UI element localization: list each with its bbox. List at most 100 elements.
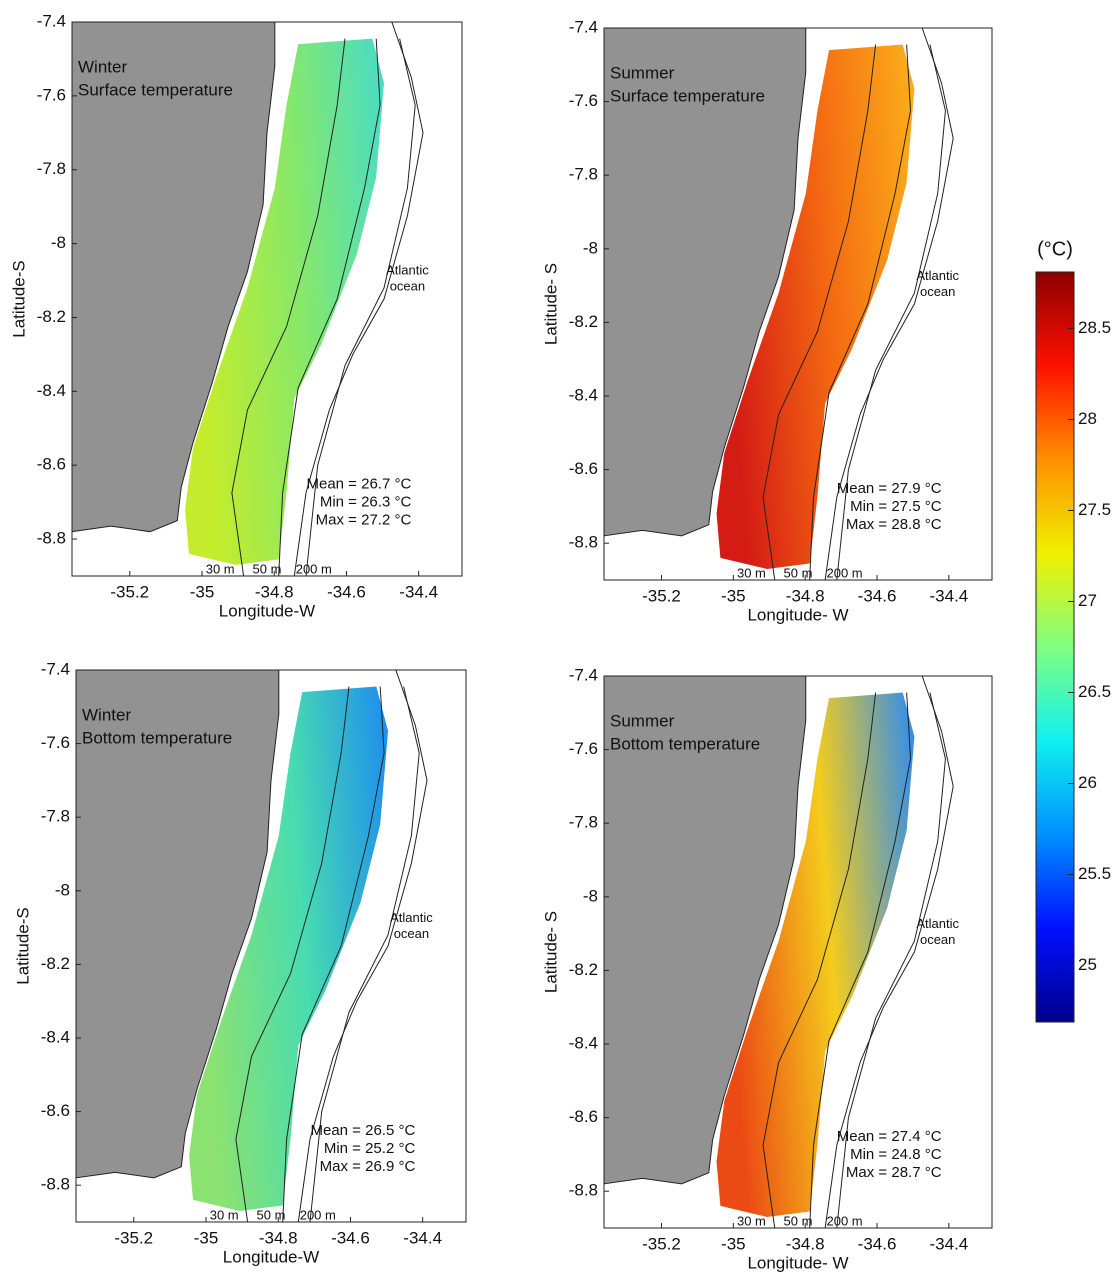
y-tick-label: -8.4: [37, 381, 66, 400]
panel-title: Summer: [610, 711, 675, 730]
map-panel: -35.2 -35 -34.8 -34.6 -34.4 -7.4 -7.6 -7.8 -8 -8.…: [9, 11, 463, 620]
isobath: [278, 38, 381, 577]
ocean-label: ocean: [390, 279, 425, 294]
shelf-edge: [805, 27, 954, 581]
x-tick-label: -35: [721, 586, 746, 605]
ocean-label: ocean: [920, 284, 955, 299]
temperature-field: [716, 692, 915, 1217]
shelf-edge: [274, 21, 424, 577]
y-tick-label: -7.4: [569, 17, 598, 36]
y-tick-label: -8.4: [41, 1027, 70, 1046]
panel-title: Bottom temperature: [610, 734, 760, 753]
y-tick-label: -7.4: [37, 11, 66, 30]
axes-frame: [603, 27, 993, 581]
isobath: [836, 44, 946, 581]
y-axis-label: Latitude- S: [541, 911, 560, 993]
map-panel: -35.2 -35 -34.8 -34.6 -34.4 -7.4 -7.6 -7.8 -8 -8.…: [541, 665, 993, 1272]
colorbar-tick-label: 28.5: [1078, 318, 1111, 337]
y-tick-label: -8.6: [37, 455, 66, 474]
x-tick-label: -34.6: [327, 582, 366, 601]
x-tick-label: -34.4: [399, 582, 438, 601]
y-axis-label: Latitude-S: [13, 907, 32, 985]
y-tick-label: -8.8: [569, 533, 598, 552]
y-tick-label: -8.6: [41, 1101, 70, 1120]
isobath-label: 50 m: [253, 561, 282, 576]
y-tick-label: -8.8: [37, 529, 66, 548]
x-tick-label: -35.2: [110, 582, 149, 601]
panel-title: Surface temperature: [610, 86, 765, 105]
y-tick-label: -7.8: [569, 165, 598, 184]
x-axis-label: Longitude-W: [223, 1247, 319, 1266]
stat-label: Min = 26.3 °C: [320, 494, 412, 511]
stat-label: Mean = 26.7 °C: [306, 476, 411, 493]
x-axis-label: Longitude-W: [219, 601, 315, 620]
x-tick-label: -34.6: [331, 1228, 370, 1247]
map-panel: -35.2 -35 -34.8 -34.6 -34.4 -7.4 -7.6 -7.8 -8 -8.…: [13, 659, 467, 1266]
ocean-label: ocean: [394, 926, 429, 941]
isobath: [309, 686, 420, 1223]
y-tick-label: -8.6: [569, 459, 598, 478]
temperature-field: [185, 38, 384, 565]
y-tick-label: -8.2: [37, 307, 66, 326]
y-tick-label: -8: [583, 886, 598, 905]
y-axis-label: Latitude-S: [9, 260, 28, 338]
isobath-label: 30 m: [206, 561, 235, 576]
panel-title: Surface temperature: [78, 80, 233, 99]
isobath-label: 200 m: [296, 561, 332, 576]
axes-frame: [603, 675, 993, 1229]
colorbar-tick-label: 25: [1078, 955, 1097, 974]
isobath-label: 30 m: [210, 1207, 239, 1222]
y-tick-label: -8: [583, 238, 598, 257]
y-tick-label: -8.8: [569, 1181, 598, 1200]
panel-title: Winter: [78, 57, 127, 76]
isobath: [762, 692, 877, 1229]
x-tick-label: -35: [721, 1234, 746, 1253]
isobath: [231, 38, 346, 577]
panel-title: Winter: [82, 705, 131, 724]
colorbar-tick-label: 25.5: [1078, 864, 1111, 883]
isobath-label: 50 m: [784, 1213, 813, 1228]
land: [75, 669, 280, 1179]
isobath: [762, 44, 877, 581]
x-tick-label: -35.2: [642, 586, 681, 605]
panel-title: Summer: [610, 63, 675, 82]
map-panel: -35.2 -35 -34.8 -34.6 -34.4 -7.4 -7.6 -7.8 -8 -8.…: [541, 17, 993, 624]
isobath: [235, 686, 350, 1223]
x-tick-label: -34.6: [858, 586, 897, 605]
y-tick-label: -8: [55, 880, 70, 899]
x-tick-label: -35: [194, 1228, 219, 1247]
y-axis-label: Latitude- S: [541, 263, 560, 345]
ocean-label: Atlantic: [390, 910, 433, 925]
y-tick-label: -8.2: [569, 312, 598, 331]
x-axis-label: Longitude- W: [747, 1253, 848, 1272]
y-tick-label: -8.4: [569, 385, 598, 404]
stat-label: Max = 26.9 °C: [320, 1158, 416, 1175]
y-tick-label: -7.6: [37, 85, 66, 104]
isobath-label: 30 m: [737, 565, 766, 580]
y-tick-label: -7.8: [569, 813, 598, 832]
stat-label: Max = 28.7 °C: [846, 1164, 942, 1181]
stat-label: Mean = 27.9 °C: [837, 480, 942, 497]
x-axis-label: Longitude- W: [747, 605, 848, 624]
y-tick-label: -7.4: [569, 665, 598, 684]
x-tick-label: -34.4: [930, 586, 969, 605]
colorbar-tick-label: 27: [1078, 591, 1097, 610]
y-tick-label: -8.8: [41, 1175, 70, 1194]
temperature-field: [716, 44, 915, 569]
x-tick-label: -34.6: [858, 1234, 897, 1253]
shelf-edge: [805, 675, 954, 1229]
isobath-label: 30 m: [737, 1213, 766, 1228]
stat-label: Min = 24.8 °C: [850, 1146, 942, 1163]
x-tick-label: -34.8: [786, 1234, 825, 1253]
axes-frame: [75, 669, 467, 1223]
panel-title: Bottom temperature: [82, 728, 232, 747]
ocean-label: ocean: [920, 932, 955, 947]
colorbar-label: (°C): [1037, 238, 1073, 260]
isobath-label: 200 m: [826, 1213, 862, 1228]
isobath: [305, 38, 416, 577]
x-tick-label: -34.8: [255, 582, 294, 601]
ocean-label: Atlantic: [916, 916, 959, 931]
y-tick-label: -8.4: [569, 1033, 598, 1052]
stat-label: Mean = 26.5 °C: [310, 1122, 415, 1139]
x-tick-label: -34.4: [403, 1228, 442, 1247]
